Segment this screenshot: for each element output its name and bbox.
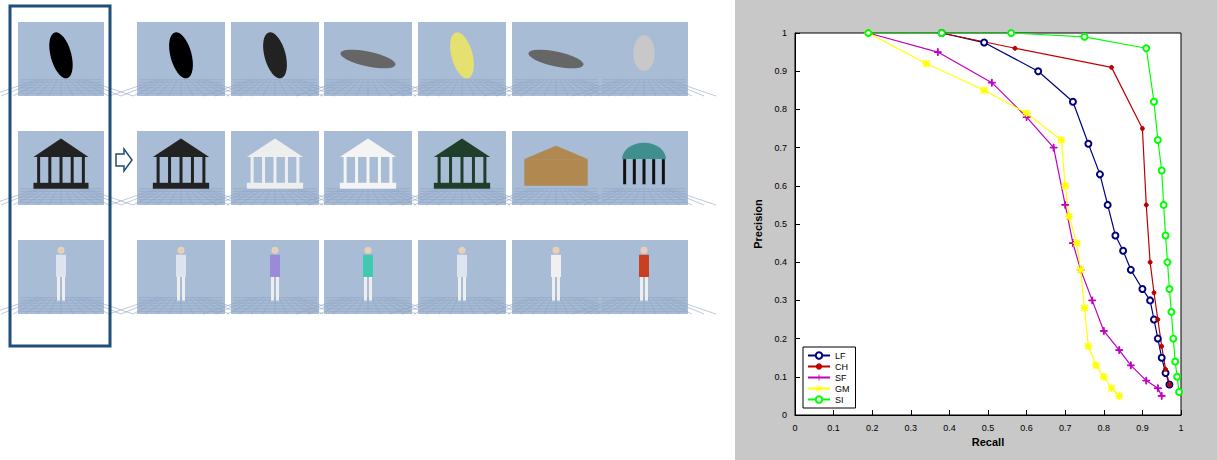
svg-text:0: 0	[782, 410, 787, 420]
svg-text:SF: SF	[835, 373, 847, 383]
svg-text:0.5: 0.5	[774, 219, 787, 229]
svg-text:0.9: 0.9	[774, 66, 787, 76]
svg-text:LF: LF	[835, 351, 846, 361]
svg-text:0.8: 0.8	[774, 104, 787, 114]
svg-text:0: 0	[792, 423, 797, 433]
svg-text:0.3: 0.3	[905, 423, 918, 433]
svg-text:Precision: Precision	[752, 199, 764, 249]
svg-text:0.1: 0.1	[827, 423, 840, 433]
svg-text:SI: SI	[835, 395, 844, 405]
svg-text:Recall: Recall	[972, 436, 1004, 448]
svg-text:0.7: 0.7	[1059, 423, 1072, 433]
svg-text:0.4: 0.4	[774, 257, 787, 267]
svg-text:1: 1	[782, 28, 787, 38]
svg-text:0.3: 0.3	[774, 295, 787, 305]
svg-text:0.2: 0.2	[774, 334, 787, 344]
svg-text:GM: GM	[835, 384, 850, 394]
svg-text:1: 1	[1178, 423, 1183, 433]
svg-text:0.6: 0.6	[1020, 423, 1033, 433]
svg-text:0.9: 0.9	[1136, 423, 1149, 433]
svg-text:0.4: 0.4	[943, 423, 956, 433]
svg-text:0.8: 0.8	[1098, 423, 1111, 433]
svg-text:CH: CH	[835, 362, 848, 372]
svg-text:0.7: 0.7	[774, 143, 787, 153]
svg-text:0.1: 0.1	[774, 372, 787, 382]
svg-text:0.5: 0.5	[982, 423, 995, 433]
svg-text:0.2: 0.2	[866, 423, 879, 433]
svg-text:0.6: 0.6	[774, 181, 787, 191]
